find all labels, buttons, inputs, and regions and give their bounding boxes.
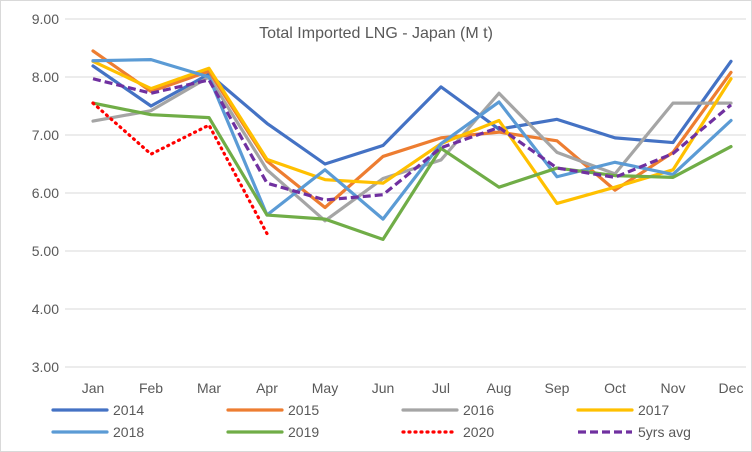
y-tick-label: 6.00 (32, 185, 59, 201)
y-tick-label: 5.00 (32, 243, 59, 259)
y-tick-label: 9.00 (32, 11, 59, 27)
y-tick-label: 7.00 (32, 127, 59, 143)
chart-title: Total Imported LNG - Japan (M t) (259, 25, 493, 42)
legend-label: 2020 (463, 424, 494, 440)
x-tick-label: Mar (197, 380, 221, 396)
x-tick-label: Nov (661, 380, 686, 396)
x-tick-label: Feb (139, 380, 163, 396)
x-tick-label: Sep (545, 380, 570, 396)
y-tick-label: 3.00 (32, 359, 59, 375)
x-tick-label: Jan (82, 380, 105, 396)
legend-label: 5yrs avg (638, 424, 691, 440)
y-tick-label: 8.00 (32, 69, 59, 85)
legend-label: 2018 (113, 424, 144, 440)
legend-label: 2017 (638, 402, 669, 418)
x-tick-label: Jun (372, 380, 395, 396)
x-tick-label: May (312, 380, 338, 396)
x-tick-label: Apr (256, 380, 278, 396)
series-line-2014 (91, 59, 733, 166)
series-line-2017 (91, 59, 733, 206)
y-tick-label: 4.00 (32, 301, 59, 317)
legend-label: 2015 (288, 402, 319, 418)
series-line-2016 (91, 75, 733, 223)
series-line-2018 (91, 57, 733, 221)
x-tick-label: Oct (604, 380, 626, 396)
legend-label: 2016 (463, 402, 494, 418)
series-line-2019 (91, 101, 733, 241)
series-line-5yrs-avg (92, 77, 733, 202)
x-tick-label: Aug (487, 380, 512, 396)
legend-label: 2014 (113, 402, 144, 418)
series-line-2020 (91, 101, 269, 236)
x-tick-label: Jul (432, 380, 450, 396)
x-tick-label: Dec (719, 380, 744, 396)
legend-label: 2019 (288, 424, 319, 440)
